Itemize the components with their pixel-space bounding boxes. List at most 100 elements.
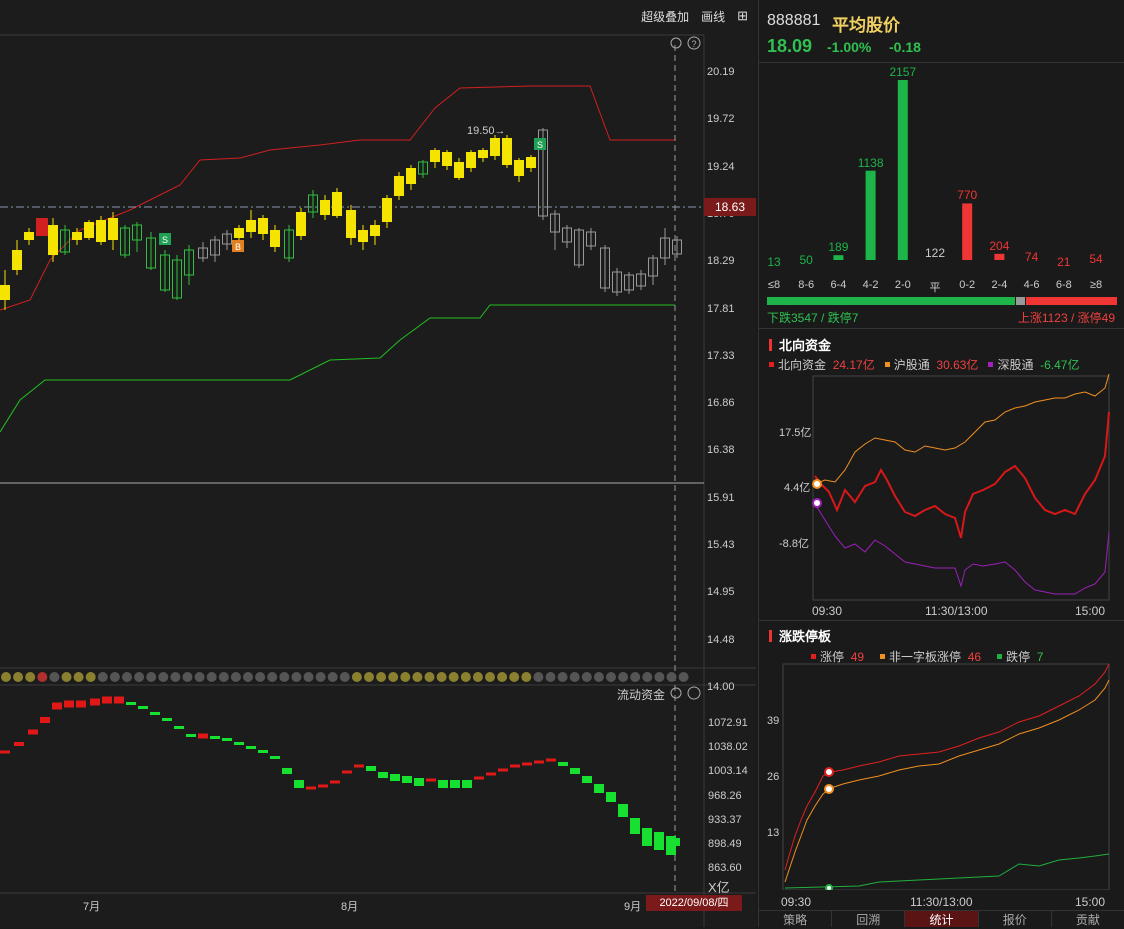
signal-dot — [267, 672, 278, 682]
limit-chart[interactable] — [759, 660, 1124, 890]
flow-bar — [186, 734, 196, 737]
candle-body — [586, 231, 596, 247]
signal-dot — [533, 672, 544, 682]
main-chart-panel[interactable]: 超级叠加 画线 ⊞ ? S B S 19.50→ 20.19 19.72 19.24… — [0, 0, 756, 927]
signal-dot — [37, 672, 48, 682]
settings-icon[interactable] — [670, 37, 682, 49]
signal-dot — [73, 672, 84, 682]
legend-sh: 沪股通 30.63亿 — [884, 356, 978, 373]
signal-dot — [460, 672, 471, 682]
flow-bar — [594, 784, 604, 793]
flow-bar — [486, 772, 496, 776]
kline-chart[interactable]: ? S B S — [0, 0, 756, 927]
draw-line-button[interactable]: 画线 — [701, 10, 726, 24]
buy-signal-icon[interactable]: B — [232, 240, 244, 252]
signal-dot — [642, 672, 653, 682]
tab-contribution[interactable]: 贡献 — [1052, 911, 1124, 927]
flow-bar — [402, 776, 412, 783]
flow-bar — [342, 770, 352, 774]
layout-grid-icon[interactable]: ⊞ — [737, 8, 748, 23]
signal-dot — [315, 672, 326, 682]
candle-body — [308, 194, 318, 213]
flow-bar — [642, 828, 652, 846]
flow-bar — [318, 784, 328, 788]
signal-dot — [230, 672, 241, 682]
signal-dot — [351, 672, 362, 682]
price-axis-label: 15.91 — [707, 491, 735, 504]
flow-axis-label: 933.37 — [708, 813, 742, 826]
flow-axis-label: 898.49 — [708, 838, 742, 850]
distribution-value: 189 — [828, 240, 849, 255]
signal-dot — [327, 672, 338, 682]
signal-dot — [569, 672, 580, 682]
candle-body — [624, 274, 634, 291]
price-axis-label: 19.24 — [707, 160, 735, 173]
distribution-category: ≤8 — [767, 279, 781, 291]
change-pct: -1.00% — [827, 39, 872, 55]
flow-bar — [670, 838, 680, 846]
stock-code: 888881 — [767, 12, 821, 29]
price-axis-label: 16.38 — [707, 444, 735, 457]
candle-body — [246, 220, 256, 232]
signal-dot — [618, 672, 629, 682]
signal-dot — [666, 672, 677, 682]
signal-dot — [509, 672, 520, 682]
distribution-category: 2-4 — [991, 279, 1008, 291]
legend-north: 北向资金 24.17亿 — [769, 356, 875, 373]
candle-body — [132, 224, 142, 241]
candle-body — [12, 250, 22, 270]
svg-text:S: S — [162, 235, 168, 245]
signal-dot — [497, 672, 508, 682]
flow-bar — [618, 804, 628, 817]
tab-strategy[interactable]: 策略 — [759, 911, 833, 927]
up-count: 上涨1123 / 涨停49 — [1017, 311, 1115, 325]
overlay-button[interactable]: 超级叠加 — [641, 10, 690, 24]
candle-body — [284, 229, 294, 259]
sell-signal-icon[interactable]: S — [534, 138, 546, 150]
signal-dot — [364, 672, 374, 682]
signal-dot — [13, 672, 24, 682]
signal-dot — [85, 672, 96, 682]
tab-statistics[interactable]: 统计 — [905, 911, 979, 927]
flow-bar — [102, 696, 112, 704]
signal-dot — [1, 672, 11, 682]
north-y-3: -8.8亿 — [779, 538, 809, 550]
flow-label: 流动资金 — [617, 688, 666, 702]
north-fund-chart[interactable] — [759, 372, 1124, 602]
candle-body — [332, 192, 342, 216]
candle-body — [146, 237, 156, 269]
distribution-bar — [897, 80, 908, 260]
candle-body — [84, 222, 94, 238]
signal-dot — [25, 672, 36, 682]
signal-dot — [339, 672, 350, 682]
flow-bar — [438, 780, 448, 788]
tab-quote[interactable]: 报价 — [979, 911, 1052, 927]
distribution-bar — [994, 253, 1005, 260]
flow-bar — [426, 778, 436, 782]
candle-body — [48, 225, 58, 255]
tab-backtrack[interactable]: 回溯 — [832, 911, 906, 927]
flow-axis-label: 1003.14 — [708, 765, 748, 778]
north-x-1: 09:30 — [812, 604, 843, 618]
signal-dot — [170, 672, 181, 682]
stock-name: 平均股价 — [832, 16, 900, 35]
flow-bar — [582, 776, 592, 783]
legend-non-one-word: 非一字板涨停 46 — [880, 648, 981, 665]
help-icon[interactable]: ? — [687, 36, 701, 50]
flow-bar — [558, 762, 568, 766]
signal-dot — [436, 672, 447, 682]
distribution-bar — [833, 255, 844, 260]
legend-limit-down: 跌停 7 — [997, 648, 1043, 665]
flow-axis-label: 1038.02 — [708, 741, 748, 754]
flow-bar — [354, 764, 364, 768]
limit-x-2: 11:30/13:00 — [910, 895, 973, 909]
signal-dot — [606, 672, 616, 682]
stock-price: 18.09 — [767, 36, 813, 56]
signal-dot — [545, 672, 556, 682]
north-y-1: 17.5亿 — [779, 427, 812, 439]
sell-signal-icon[interactable]: S — [159, 233, 171, 245]
price-axis-label: 17.81 — [707, 302, 735, 315]
flow-axis-label: 968.26 — [708, 789, 742, 802]
candle-body — [60, 229, 70, 253]
signal-dot — [521, 672, 532, 682]
